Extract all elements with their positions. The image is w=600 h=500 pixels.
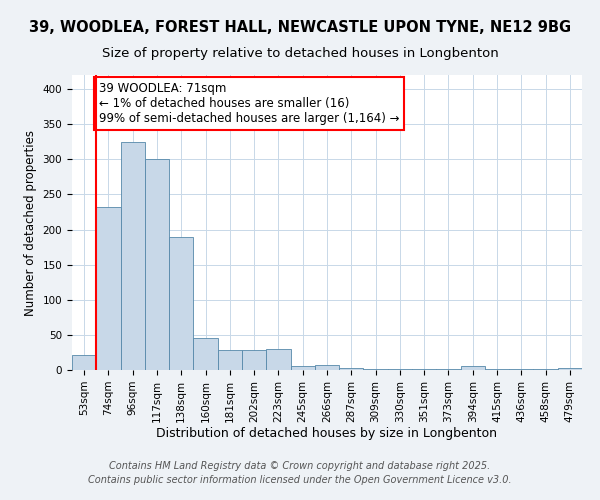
Bar — [145, 160, 169, 370]
Bar — [96, 207, 121, 370]
Text: 39, WOODLEA, FOREST HALL, NEWCASTLE UPON TYNE, NE12 9BG: 39, WOODLEA, FOREST HALL, NEWCASTLE UPON… — [29, 20, 571, 35]
Bar — [72, 354, 96, 370]
Bar — [315, 365, 339, 370]
Bar — [169, 236, 193, 370]
X-axis label: Distribution of detached houses by size in Longbenton: Distribution of detached houses by size … — [157, 428, 497, 440]
Bar — [242, 350, 266, 370]
Bar — [218, 350, 242, 370]
Text: Size of property relative to detached houses in Longbenton: Size of property relative to detached ho… — [101, 48, 499, 60]
Bar — [121, 142, 145, 370]
Text: Contains HM Land Registry data © Crown copyright and database right 2025.
Contai: Contains HM Land Registry data © Crown c… — [88, 461, 512, 485]
Bar — [290, 366, 315, 370]
Bar — [558, 368, 582, 370]
Text: 39 WOODLEA: 71sqm
← 1% of detached houses are smaller (16)
99% of semi-detached : 39 WOODLEA: 71sqm ← 1% of detached house… — [99, 82, 399, 125]
Bar — [266, 349, 290, 370]
Bar — [461, 366, 485, 370]
Y-axis label: Number of detached properties: Number of detached properties — [24, 130, 37, 316]
Bar — [193, 338, 218, 370]
Bar — [339, 368, 364, 370]
Bar — [364, 368, 388, 370]
